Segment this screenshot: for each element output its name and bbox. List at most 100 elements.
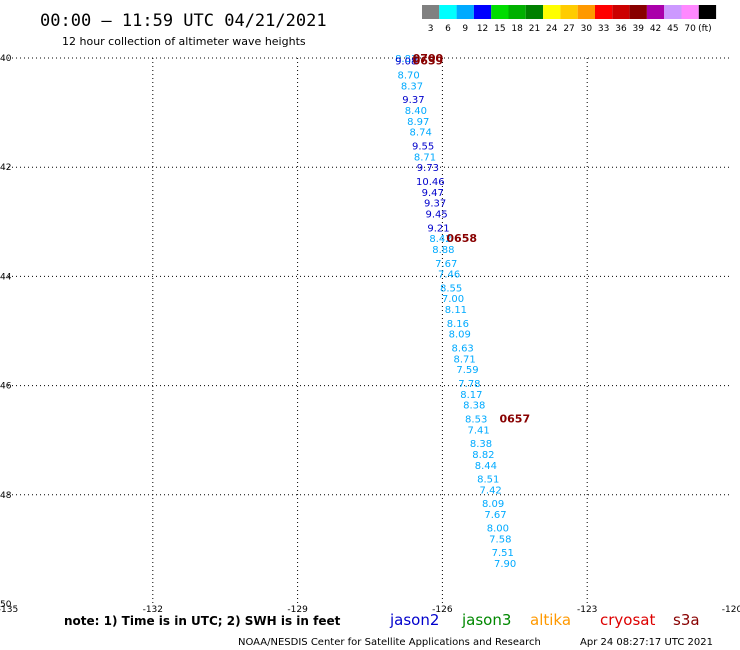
lon-tick-label: -120 bbox=[722, 605, 740, 615]
legend-swatch bbox=[422, 5, 440, 19]
wave-height-value: 8.53 bbox=[465, 414, 487, 425]
legend-label: 39 bbox=[633, 24, 645, 34]
legend-unit: (ft) bbox=[698, 24, 712, 34]
legend-swatch bbox=[612, 5, 630, 19]
wave-height-value: 7.59 bbox=[456, 365, 478, 376]
legend-label: 36 bbox=[615, 24, 627, 34]
wave-height-value: 8.63 bbox=[452, 343, 474, 354]
wave-height-value: 7.78 bbox=[458, 379, 480, 390]
legend-swatch bbox=[698, 5, 717, 19]
satellite-name-jason2: jason2 bbox=[389, 611, 439, 629]
map-title: 00:00 – 11:59 UTC 04/21/2021 bbox=[40, 11, 327, 31]
pass-time-label: 0700 bbox=[413, 52, 444, 65]
wave-height-value: 9.21 bbox=[427, 223, 449, 234]
lon-tick-label: -123 bbox=[577, 605, 597, 615]
legend-swatch bbox=[491, 5, 509, 19]
pass-time-label: 0658 bbox=[446, 232, 477, 245]
wave-height-value: 8.16 bbox=[447, 319, 469, 330]
legend-label: 27 bbox=[563, 24, 574, 34]
legend-label: 3 bbox=[428, 24, 434, 34]
map-subtitle: 12 hour collection of altimeter wave hei… bbox=[62, 35, 306, 48]
lat-lon-grid bbox=[8, 57, 732, 604]
legend-label: 12 bbox=[477, 24, 488, 34]
legend-swatch bbox=[595, 5, 613, 19]
satellite-name-s3a: s3a bbox=[673, 611, 700, 629]
legend-swatch bbox=[508, 5, 526, 19]
units-note: note: 1) Time is in UTC; 2) SWH is in fe… bbox=[64, 614, 341, 628]
legend-label: 9 bbox=[462, 24, 468, 34]
wave-height-value: 7.90 bbox=[494, 559, 516, 570]
wave-height-value: 7.51 bbox=[492, 548, 514, 559]
wave-height-value: 9.37 bbox=[424, 199, 446, 210]
pass-time-label: 0659 bbox=[413, 55, 444, 68]
legend-swatch bbox=[577, 5, 595, 19]
lon-tick-label: -132 bbox=[143, 605, 163, 615]
wave-height-value: 7.67 bbox=[484, 510, 506, 521]
lat-tick-label: 50 bbox=[0, 600, 12, 610]
wave-height-value: 8.83 bbox=[395, 54, 417, 65]
wave-height-value: 7.58 bbox=[489, 534, 511, 545]
lat-tick-label: 40 bbox=[0, 54, 12, 64]
credit-text: NOAA/NESDIS Center for Satellite Applica… bbox=[238, 637, 541, 648]
wave-height-value: 8.38 bbox=[470, 439, 492, 450]
wave-height-value: 8.82 bbox=[472, 450, 494, 461]
wave-height-value: 8.71 bbox=[453, 354, 475, 365]
lat-tick-label: 44 bbox=[0, 272, 12, 282]
wave-height-value: 10.46 bbox=[416, 177, 445, 188]
wave-height-value: 8.44 bbox=[475, 461, 497, 472]
wave-height-value: 8.70 bbox=[397, 70, 419, 81]
legend-label: 21 bbox=[529, 24, 540, 34]
legend-label: 30 bbox=[581, 24, 593, 34]
wave-height-value: 8.09 bbox=[449, 330, 471, 341]
wave-height-values: 8.839.088.708.379.378.408.978.749.558.71… bbox=[395, 54, 516, 570]
legend-label: 18 bbox=[511, 24, 523, 34]
wave-height-value: 8.00 bbox=[487, 524, 509, 535]
lon-tick-label: -135 bbox=[0, 605, 18, 615]
legend-swatch bbox=[473, 5, 492, 19]
legend-label: 24 bbox=[546, 24, 558, 34]
wave-height-value: 8.97 bbox=[407, 117, 429, 128]
legend-label: 70 bbox=[684, 24, 696, 34]
longitude-tick-labels: -135 -132 -129 -126 -123 -120 bbox=[0, 605, 740, 615]
lat-tick-label: 42 bbox=[0, 163, 11, 173]
satellite-name-cryosat: cryosat bbox=[600, 611, 655, 629]
satellite-legend: jason2 jason3 altika cryosat s3a bbox=[389, 611, 700, 629]
legend-swatch bbox=[456, 5, 474, 19]
legend-swatch bbox=[543, 5, 561, 19]
wave-height-value: 7.67 bbox=[435, 259, 457, 270]
wave-height-legend: 3 6 9 12 15 18 21 24 27 30 33 36 39 42 45 70 (ft) bbox=[422, 5, 717, 34]
lon-tick-label: -129 bbox=[287, 605, 308, 615]
wave-height-value: 8.37 bbox=[401, 81, 423, 92]
wave-height-value: 7.42 bbox=[480, 485, 502, 496]
legend-swatch bbox=[439, 5, 457, 19]
wave-height-value: 9.45 bbox=[425, 210, 447, 221]
wave-height-value: 9.47 bbox=[422, 188, 444, 199]
lat-tick-label: 46 bbox=[0, 382, 12, 392]
wave-height-value: 8.55 bbox=[440, 283, 462, 294]
legend-swatch bbox=[560, 5, 578, 19]
satellite-name-altika: altika bbox=[530, 611, 571, 629]
wave-height-value: 9.73 bbox=[417, 163, 439, 174]
legend-label: 42 bbox=[650, 24, 661, 34]
legend-label: 15 bbox=[494, 24, 505, 34]
wave-height-value: 8.17 bbox=[460, 390, 482, 401]
wave-height-value: 8.71 bbox=[414, 152, 436, 163]
pass-time-label: 0657 bbox=[499, 412, 530, 425]
legend-label: 45 bbox=[667, 24, 678, 34]
legend-swatch bbox=[646, 5, 665, 19]
wave-height-value: 9.55 bbox=[412, 141, 434, 152]
wave-height-value: 7.41 bbox=[467, 425, 489, 436]
wave-height-value: 8.74 bbox=[410, 128, 432, 139]
legend-swatch bbox=[664, 5, 682, 19]
legend-label: 6 bbox=[445, 24, 451, 34]
wave-height-value: 8.40 bbox=[405, 106, 427, 117]
lat-tick-label: 48 bbox=[0, 491, 12, 501]
wave-height-value: 7.00 bbox=[442, 294, 464, 305]
wave-height-value: 8.88 bbox=[432, 245, 454, 256]
legend-swatch bbox=[629, 5, 647, 19]
lon-tick-label: -126 bbox=[432, 605, 453, 615]
wave-height-value: 9.37 bbox=[402, 95, 424, 106]
generated-timestamp: Apr 24 08:27:17 UTC 2021 bbox=[580, 637, 713, 648]
